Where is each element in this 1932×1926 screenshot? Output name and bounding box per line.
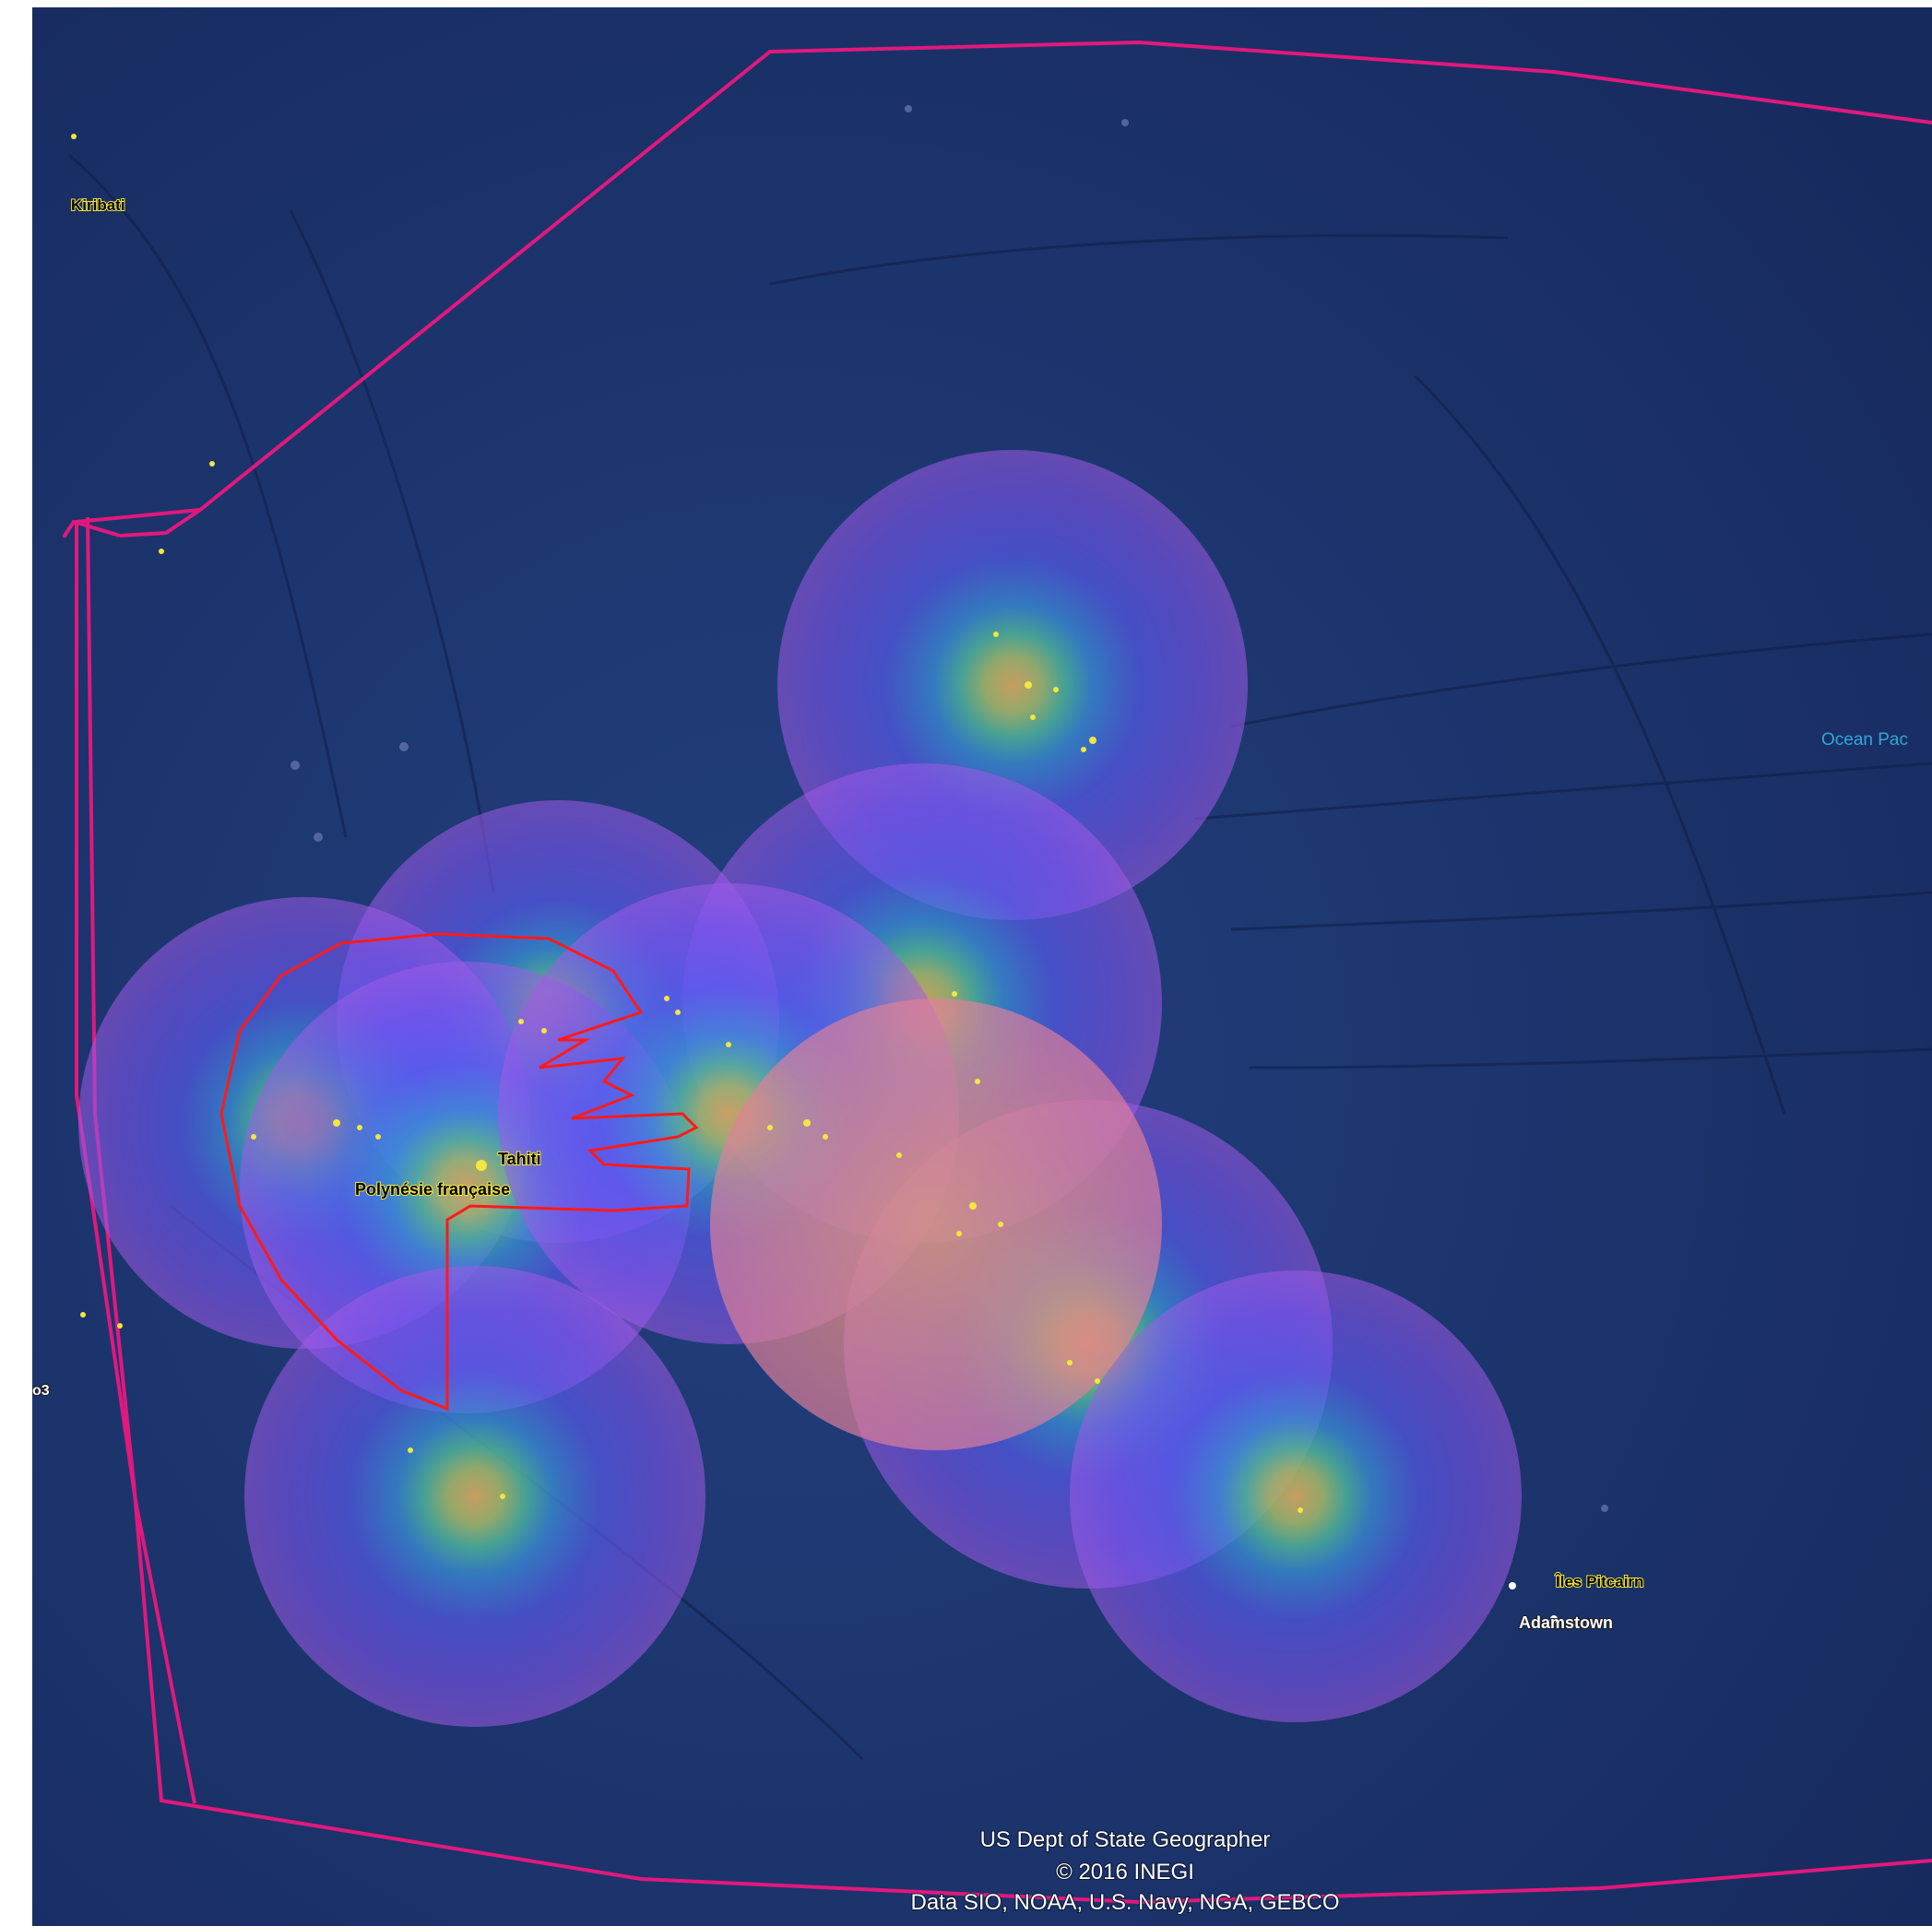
map-canvas: Kiribati Tahiti Polynésie française Îles… — [32, 7, 1932, 1926]
attribution-line-3: Data SIO, NOAA, U.S. Navy, NGA, GEBCO — [911, 1890, 1340, 1915]
coverage-zones — [78, 450, 1522, 1727]
label-kiribati: Kiribati — [71, 196, 125, 214]
label-adamstown: Adamstown — [1519, 1613, 1613, 1632]
coverage-zone-australes — [244, 1266, 705, 1727]
island-markers — [71, 134, 1558, 1623]
coverage-zone-gambier — [1070, 1270, 1522, 1722]
coverage-outline — [219, 932, 699, 1412]
region-boundary-left — [75, 508, 201, 1804]
seamount-chain — [290, 105, 1608, 1512]
attribution-line-1: US Dept of State Geographer — [980, 1827, 1271, 1852]
map-attribution: US Dept of State Geographer © 2016 INEGI… — [910, 1826, 1341, 1916]
label-iles-pitcairn: Îles Pitcairn — [1555, 1573, 1643, 1590]
label-edge-left: o3 — [32, 1383, 50, 1399]
coverage-zone-warm-center — [710, 998, 1162, 1450]
label-polynesie-francaise: Polynésie française — [355, 1180, 510, 1199]
map-view[interactable]: Kiribati Tahiti Polynésie française Îles… — [32, 7, 1932, 1926]
label-ocean: Ocean Pac — [1821, 730, 1908, 750]
attribution-line-2: © 2016 INEGI — [1056, 1860, 1194, 1885]
label-tahiti: Tahiti — [498, 1150, 541, 1168]
